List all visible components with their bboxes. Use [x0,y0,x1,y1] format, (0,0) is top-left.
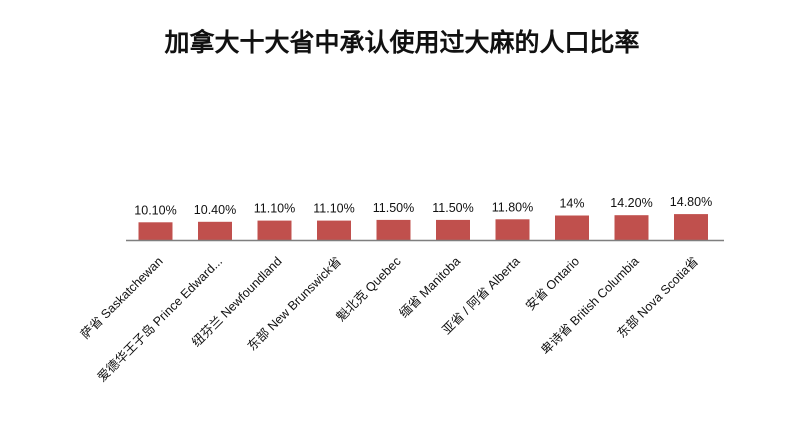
category-label-6: 缅省 Manitoba [397,254,463,320]
value-label-5: 11.50% [373,201,414,215]
bar-4 [317,220,351,240]
bar-3 [257,220,292,240]
bars-group [138,214,708,240]
category-label-2: 爱德华王子岛 Prince Edward... [94,254,225,385]
chart-title: 加拿大十大省中承认使用过大麻的人口比率 [163,28,639,57]
value-label-1: 10.10% [134,203,176,217]
value-label-2: 10.40% [194,203,236,217]
value-labels-group: 10.10% 10.40% 11.10% 11.10% 11.50% 11.50% 11.8… [134,195,712,217]
category-label-8: 安省 Ontario [522,253,582,313]
value-label-6: 11.50% [432,201,473,215]
bar-1 [138,222,173,240]
value-label-9: 14.20% [610,196,652,210]
bar-5 [376,219,411,240]
bar-6 [436,219,470,240]
bar-10 [674,214,708,240]
value-label-4: 11.10% [313,202,354,216]
category-label-9: 卑诗省 British Columbia [538,253,642,357]
value-label-3: 11.10% [254,202,295,216]
value-label-7: 11.80% [492,200,533,214]
bar-9 [614,215,649,240]
value-label-8: 14% [559,197,584,211]
bar-7 [495,219,530,240]
value-label-10: 14.80% [670,195,712,209]
bar-2 [198,221,232,240]
bar-8 [555,215,589,240]
